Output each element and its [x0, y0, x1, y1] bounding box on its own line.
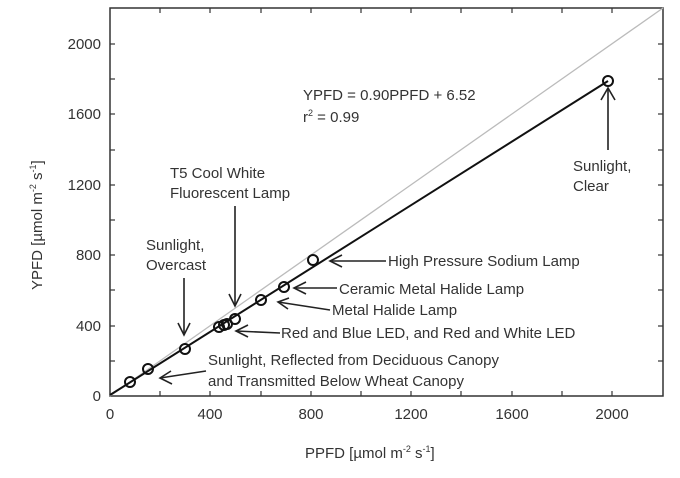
label-reflected-2: and Transmitted Below Wheat Canopy [208, 373, 464, 390]
svg-text:1200: 1200 [68, 177, 101, 194]
svg-text:2000: 2000 [68, 36, 101, 53]
y-ticks [110, 43, 663, 362]
regression-line [109, 80, 609, 396]
one-to-one-line [109, 7, 664, 397]
label-hps: High Pressure Sodium Lamp [388, 253, 580, 270]
svg-text:1600: 1600 [68, 106, 101, 123]
x-ticks [159, 8, 613, 396]
label-mh: Metal Halide Lamp [332, 302, 457, 319]
label-t5-1: T5 Cool White [170, 165, 265, 182]
data-points [124, 75, 614, 388]
x-axis-title: PPFD [µmol m-2 s-1] [305, 444, 435, 462]
label-sunlight-clear-2: Clear [573, 178, 609, 195]
label-sunlight-clear-1: Sunlight, [573, 158, 631, 175]
label-led: Red and Blue LED, and Red and White LED [281, 325, 576, 342]
svg-text:800: 800 [298, 406, 323, 423]
regression-equation: YPFD = 0.90PPFD + 6.52 [303, 87, 476, 104]
annotation-arrows [158, 86, 616, 385]
x-tick-labels: 0 400 800 1200 1600 2000 [106, 406, 629, 423]
svg-text:400: 400 [76, 318, 101, 335]
label-reflected-1: Sunlight, Reflected from Deciduous Canop… [208, 352, 499, 369]
label-t5-2: Fluorescent Lamp [170, 185, 290, 202]
svg-text:800: 800 [76, 247, 101, 264]
svg-text:400: 400 [197, 406, 222, 423]
plot-frame [109, 7, 664, 397]
y-axis-title: YPFD [µmol m-2 s-1] [28, 160, 46, 290]
svg-text:0: 0 [106, 406, 114, 423]
svg-text:1600: 1600 [495, 406, 528, 423]
label-overcast-2: Overcast [146, 257, 207, 274]
r-squared: r2 = 0.99 [303, 108, 359, 126]
svg-text:2000: 2000 [595, 406, 628, 423]
y-tick-labels: 0 400 800 1200 1600 2000 [68, 36, 101, 405]
label-cmh: Ceramic Metal Halide Lamp [339, 281, 524, 298]
svg-text:1200: 1200 [394, 406, 427, 423]
svg-text:0: 0 [93, 388, 101, 405]
annotation-labels: Sunlight, Clear T5 Cool White Fluorescen… [146, 158, 631, 390]
label-overcast-1: Sunlight, [146, 237, 204, 254]
